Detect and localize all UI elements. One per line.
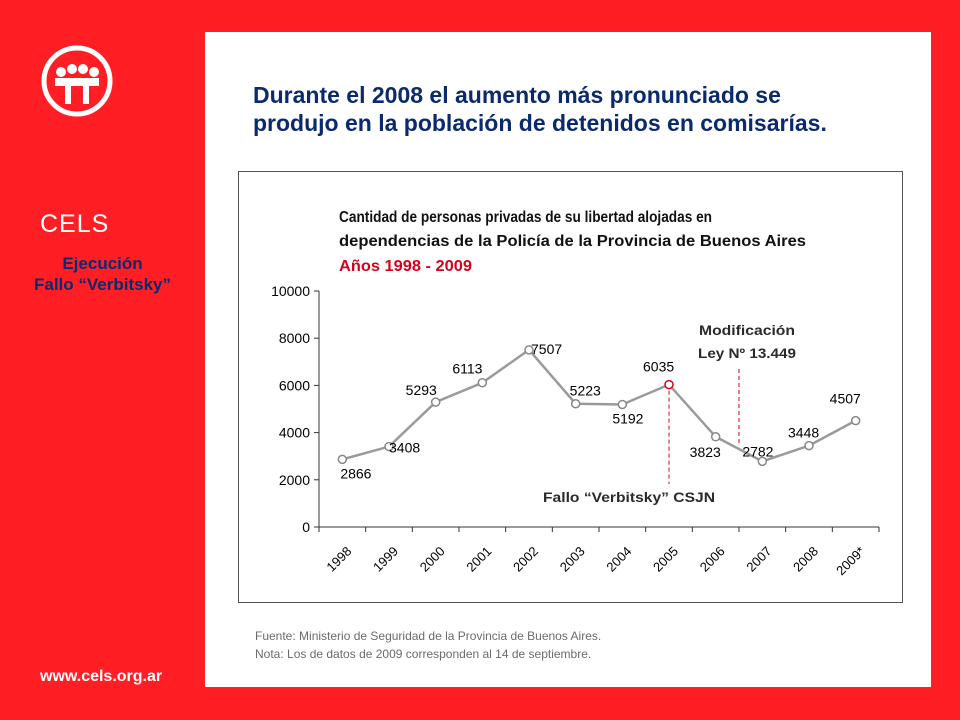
x-tick-label: 2002 bbox=[510, 544, 541, 575]
data-label-1999: 3408 bbox=[389, 440, 420, 456]
cels-logo bbox=[41, 45, 113, 117]
data-label-2004: 5192 bbox=[612, 410, 643, 426]
data-point-2008 bbox=[804, 440, 814, 451]
x-tick-label: 2003 bbox=[557, 544, 588, 575]
data-label-2002: 7507 bbox=[531, 341, 562, 357]
chart-subtitle: Años 1998 - 2009 bbox=[339, 258, 472, 275]
page-title-line2: produjo en la población de detenidos en … bbox=[253, 110, 827, 136]
data-point-2009* bbox=[850, 415, 861, 426]
chart-title-line2: dependencias de la Policía de la Provinc… bbox=[339, 233, 806, 250]
x-tick-label: 2009* bbox=[833, 544, 868, 579]
y-tick-label: 10000 bbox=[271, 283, 310, 299]
data-label-2001: 6113 bbox=[452, 361, 482, 377]
content-panel: Durante el 2008 el aumento más pronuncia… bbox=[205, 32, 931, 687]
data-point-2001 bbox=[477, 377, 488, 388]
y-tick-label: 2000 bbox=[279, 472, 310, 488]
series-line bbox=[342, 348, 857, 463]
x-tick-label: 2006 bbox=[697, 544, 728, 575]
x-tick-label: 2007 bbox=[743, 544, 774, 575]
x-tick-label: 1999 bbox=[370, 544, 401, 575]
page-title: Durante el 2008 el aumento más pronuncia… bbox=[253, 81, 933, 137]
x-tick-label: 1998 bbox=[323, 544, 354, 575]
data-point-2004 bbox=[617, 399, 628, 410]
data-note: Nota: Los de datos de 2009 corresponden … bbox=[255, 647, 592, 661]
line-chart: Cantidad de personas privadas de su libe… bbox=[271, 209, 880, 579]
data-point-2007 bbox=[757, 456, 768, 467]
data-label-2000: 5293 bbox=[406, 382, 437, 398]
data-label-2003: 5223 bbox=[570, 383, 601, 399]
chart-frame: Cantidad de personas privadas de su libe… bbox=[238, 171, 903, 603]
x-tick-label: 2005 bbox=[650, 544, 681, 575]
brand-name: CELS bbox=[40, 210, 110, 238]
data-label-1998: 2866 bbox=[340, 465, 371, 481]
data-point-1999 bbox=[384, 441, 394, 452]
source-note: Fuente: Ministerio de Seguridad de la Pr… bbox=[255, 629, 602, 643]
data-label-2007: 2782 bbox=[742, 443, 773, 459]
sidebar-subtitle: Ejecución Fallo “Verbitsky” bbox=[0, 253, 205, 295]
page-title-line1: Durante el 2008 el aumento más pronuncia… bbox=[253, 82, 781, 108]
x-tick-label: 2001 bbox=[463, 544, 494, 575]
annotation-verbitsky: Fallo “Verbitsky” CSJN bbox=[543, 489, 715, 505]
data-label-2009*: 4507 bbox=[830, 391, 861, 407]
footnotes: Fuente: Ministerio de Seguridad de la Pr… bbox=[255, 627, 601, 663]
annotation-law-line2: Ley Nº 13.449 bbox=[698, 345, 796, 361]
data-label-2006: 3823 bbox=[690, 444, 721, 460]
data-point-2006 bbox=[710, 432, 721, 442]
x-tick-label: 2008 bbox=[790, 544, 821, 575]
sidebar-subtitle-line1: Ejecución bbox=[62, 254, 143, 273]
data-point-1998 bbox=[337, 454, 348, 465]
data-label-2005: 6035 bbox=[643, 359, 674, 375]
y-tick-label: 6000 bbox=[279, 377, 310, 393]
data-point-2002 bbox=[524, 345, 534, 355]
y-tick-label: 4000 bbox=[279, 425, 310, 441]
data-point-2003 bbox=[570, 398, 581, 409]
x-tick-label: 2004 bbox=[603, 544, 634, 575]
x-tick-label: 2000 bbox=[417, 544, 448, 575]
website-link[interactable]: www.cels.org.ar bbox=[40, 668, 163, 685]
annotation-law-line1: Modificación bbox=[699, 322, 795, 338]
data-point-2000 bbox=[430, 397, 441, 407]
chart-title-line1: Cantidad de personas privadas de su libe… bbox=[339, 209, 712, 226]
y-tick-label: 0 bbox=[302, 519, 310, 535]
data-label-2008: 3448 bbox=[788, 425, 819, 441]
sidebar-subtitle-line2: Fallo “Verbitsky” bbox=[34, 275, 171, 294]
y-tick-label: 8000 bbox=[279, 330, 310, 346]
data-point-2005 bbox=[664, 379, 674, 390]
